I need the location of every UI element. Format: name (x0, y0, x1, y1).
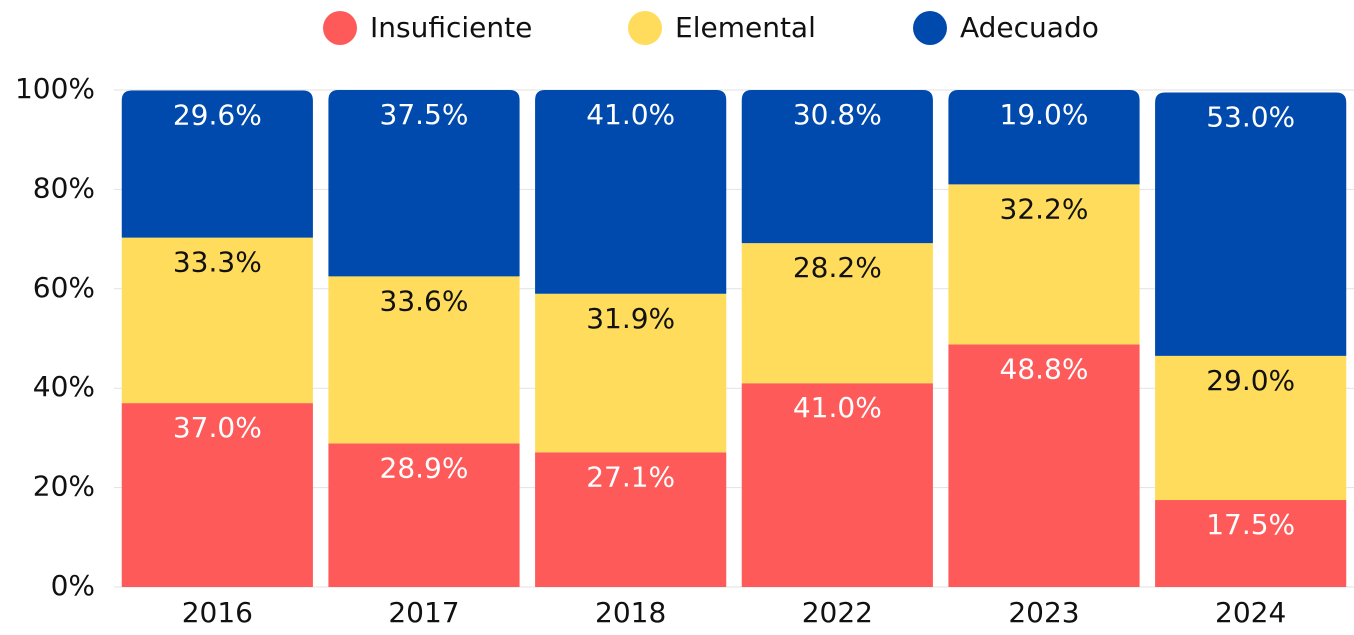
x-tick-label: 2023 (1008, 596, 1079, 629)
value-label: 37.5% (380, 98, 469, 131)
y-tick-label: 20% (33, 470, 95, 503)
x-tick-label: 2018 (595, 596, 666, 629)
bar-segment (535, 293, 727, 453)
bar-segment (741, 243, 933, 384)
bar-segment (948, 90, 1140, 185)
value-label: 48.8% (1000, 352, 1089, 385)
value-label: 53.0% (1206, 100, 1295, 133)
y-tick-label: 60% (33, 271, 95, 304)
value-label: 28.9% (380, 451, 469, 484)
bar-segment (1155, 355, 1347, 501)
bar-segment (535, 90, 727, 294)
value-label: 17.5% (1206, 508, 1295, 541)
legend-swatch (628, 11, 662, 45)
bar-segment (1155, 92, 1347, 356)
value-label: 41.0% (586, 98, 675, 131)
value-label: 28.2% (793, 251, 882, 284)
bar-segment (535, 452, 727, 587)
y-tick-label: 40% (33, 370, 95, 403)
bar-segment (948, 184, 1140, 345)
y-tick-label: 80% (33, 171, 95, 204)
value-label: 29.0% (1206, 364, 1295, 397)
value-label: 33.6% (380, 284, 469, 317)
value-label: 32.2% (1000, 192, 1089, 225)
value-label: 37.0% (173, 411, 262, 444)
value-label: 41.0% (793, 391, 882, 424)
y-tick-label: 100% (15, 72, 95, 105)
x-tick-label: 2016 (182, 596, 253, 629)
value-label: 19.0% (1000, 98, 1089, 131)
bar-segment (121, 90, 313, 238)
bar-segment (328, 276, 520, 444)
bar-segment (328, 443, 520, 587)
bar-segment (1155, 500, 1347, 587)
legend-swatch (323, 11, 357, 45)
bar-segment (328, 90, 520, 277)
bar-segment (741, 90, 933, 244)
legend-label: Adecuado (960, 11, 1099, 44)
value-label: 33.3% (173, 246, 262, 279)
legend-label: Insuficiente (370, 11, 532, 44)
y-tick-label: 0% (51, 569, 95, 602)
x-tick-label: 2024 (1215, 596, 1286, 629)
value-label: 29.6% (173, 98, 262, 131)
x-tick-label: 2022 (802, 596, 873, 629)
value-label: 30.8% (793, 98, 882, 131)
bar-segment (121, 403, 313, 587)
bar-segment (948, 344, 1140, 587)
legend-label: Elemental (675, 11, 816, 44)
bar-segment (741, 383, 933, 587)
value-label: 31.9% (586, 302, 675, 335)
value-label: 27.1% (586, 460, 675, 493)
legend-swatch (913, 11, 947, 45)
bar-segment (121, 237, 313, 404)
x-tick-label: 2017 (388, 596, 459, 629)
